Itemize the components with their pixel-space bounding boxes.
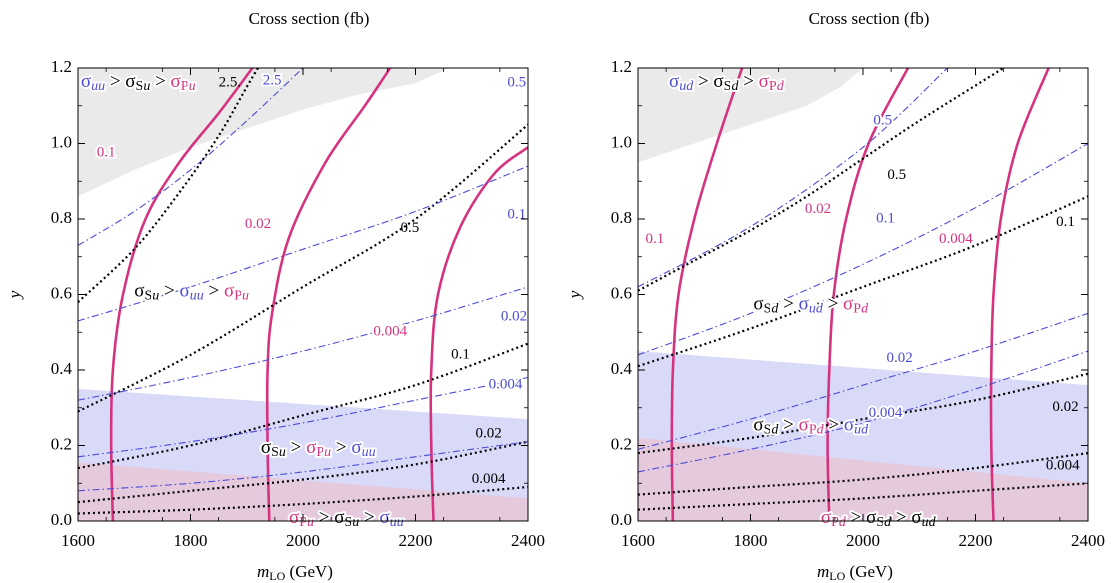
left-x-tick-label-3: 2200 — [399, 531, 433, 550]
right-curve-label-4: 0.1 — [1056, 214, 1075, 230]
right-curve-label-11: 0.004 — [869, 405, 903, 421]
right-x-tick-label-4: 2400 — [1071, 531, 1105, 550]
right-y-tick-label-1: 0.2 — [611, 434, 632, 453]
right-curve-label-1: 0.02 — [805, 201, 831, 217]
right-curve-label-3: 0.5 — [887, 167, 906, 183]
left-chart-title: Cross section (fb) — [249, 9, 370, 28]
right-curve-label-5: 0.02 — [1052, 399, 1078, 415]
right-region-annotation-1: σSd > σud > σPd — [753, 294, 869, 317]
left-curve-black-5 — [78, 342, 528, 470]
left-curve-label-4: 0.5 — [401, 220, 420, 236]
left-y-axis-label: y — [5, 290, 24, 300]
right-region-annotation-2: σSd > σPd > σud — [753, 415, 869, 438]
left-region-pink — [78, 462, 528, 521]
chart-right-svg: Cross section (fb)0.10.020.0040.50.10.02… — [565, 9, 1105, 583]
left-y-tick-label-4: 0.8 — [51, 208, 72, 227]
left-curve-blue-12 — [78, 441, 528, 492]
left-curve-label-7: 0.004 — [472, 471, 506, 487]
chart-panel-left: Cross section (fb) 0.1 0.02 0.004 2.5. 0.5 0.1… — [5, 9, 545, 583]
left-curve-blue-9 — [78, 165, 528, 322]
left-plot-area — [78, 68, 528, 521]
right-y-axis-label: y — [565, 290, 584, 300]
left-y-tick-label-2: 0.4 — [51, 359, 73, 378]
left-curve-label-12: 0.004 — [489, 377, 523, 393]
left-curve-label-3: 2.5. — [219, 75, 242, 91]
left-curve-black-7 — [78, 485, 528, 515]
left-curve-pink-1 — [265, 68, 392, 521]
left-y-tick-label-6: 1.2 — [51, 57, 72, 76]
right-x-tick-label-2: 2000 — [846, 531, 880, 550]
left-region-gray — [78, 68, 450, 197]
left-curve-label-0: 0.1 — [97, 144, 116, 160]
right-curve-black-3 — [638, 68, 1005, 292]
left-curve-label-9: 0.5 — [507, 75, 526, 91]
right-plot-area — [638, 68, 1088, 521]
left-x-tick-label-1: 1800 — [174, 531, 208, 550]
right-region-gray — [638, 68, 863, 163]
left-curve-label-10: 0.1 — [507, 207, 526, 223]
left-curve-black-4 — [78, 123, 528, 413]
right-curve-blue-11 — [638, 350, 1088, 473]
right-region-annotation-0: σud > σSd > σPd — [669, 71, 785, 94]
left-x-axis-label: mLO (GeV) — [257, 562, 333, 583]
left-curve-black-3 — [78, 68, 259, 303]
right-curve-label-8: 0.5 — [873, 112, 892, 128]
left-curve-label-6: 0.02 — [476, 426, 502, 442]
right-curve-label-0: 0.1 — [646, 231, 665, 247]
right-y-tick-label-2: 0.4 — [611, 359, 633, 378]
left-x-tick-label-2: 2000 — [286, 531, 320, 550]
left-region-annotation-3: σPu > σSu > σuu — [289, 507, 404, 530]
right-x-tick-label-0: 1600 — [621, 531, 655, 550]
left-region-annotation-0: σuu > σSu > σPu — [81, 71, 196, 94]
right-y-tick-label-4: 0.8 — [611, 208, 632, 227]
right-y-tick-label-0: 0.0 — [611, 510, 632, 529]
right-y-tick-label-6: 1.2 — [611, 57, 632, 76]
left-region-annotation-2: σSu > σPu > σuu — [261, 438, 376, 461]
left-curve-label-11: 0.02 — [501, 309, 527, 325]
right-curve-pink-1 — [826, 68, 910, 521]
right-curve-label-9: 0.1 — [876, 210, 895, 226]
right-x-axis-label: mLO (GeV) — [817, 562, 893, 583]
left-curve-label-2: 0.004 — [373, 324, 407, 340]
right-chart-title: Cross section (fb) — [809, 9, 930, 28]
left-curve-black-6 — [78, 440, 528, 504]
right-curve-pink-2 — [989, 68, 1050, 521]
right-curve-blue-9 — [638, 143, 1088, 356]
right-curve-blue-10 — [638, 312, 1088, 450]
left-curve-blue-8 — [78, 68, 304, 246]
chart-panel-right: Cross section (fb) 0.1 0.02 0.004 0.5 0.1 0.02… — [560, 0, 1120, 583]
left-y-tick-label-0: 0.0 — [51, 510, 72, 529]
right-curve-label-2: 0.004 — [939, 231, 973, 247]
right-y-tick-label-3: 0.6 — [611, 283, 632, 302]
left-curve-label-5: 0.1 — [451, 346, 470, 362]
left-curve-blue-10 — [78, 286, 528, 401]
left-curve-blue-11 — [78, 376, 528, 458]
left-y-tick-label-1: 0.2 — [51, 434, 72, 453]
left-curve-label-8: 2.5 — [263, 73, 282, 89]
left-curve-pink-2 — [429, 146, 528, 521]
left-x-tick-label-4: 2400 — [511, 531, 545, 550]
right-x-tick-label-3: 2200 — [959, 531, 993, 550]
left-region-annotation-1: σSu > σuu > σPu — [134, 281, 249, 304]
right-curve-label-6: 0.004 — [1046, 458, 1080, 474]
right-region-annotation-3: σPd > σSd > σud — [821, 507, 937, 530]
right-curve-blue-8 — [638, 68, 948, 288]
right-curve-label-10: 0.02 — [886, 350, 912, 366]
left-curve-label-1: 0.02 — [245, 216, 271, 232]
right-curve-black-4 — [638, 195, 1088, 368]
right-y-tick-label-5: 1.0 — [611, 132, 632, 151]
left-curve-pink-0 — [109, 68, 254, 521]
left-y-tick-label-5: 1.0 — [51, 132, 72, 151]
right-curve-black-7 — [638, 482, 1088, 511]
left-y-tick-label-3: 0.6 — [51, 283, 72, 302]
left-x-tick-label-0: 1600 — [61, 531, 95, 550]
right-curve-pink-0 — [670, 68, 744, 521]
right-curve-black-6 — [638, 452, 1088, 496]
chart-left-svg: Cross section (fb) 0.1 0.02 0.004 2.5. 0.5 0.1… — [5, 9, 545, 583]
right-x-tick-label-1: 1800 — [734, 531, 768, 550]
right-curve-black-5 — [638, 372, 1088, 455]
